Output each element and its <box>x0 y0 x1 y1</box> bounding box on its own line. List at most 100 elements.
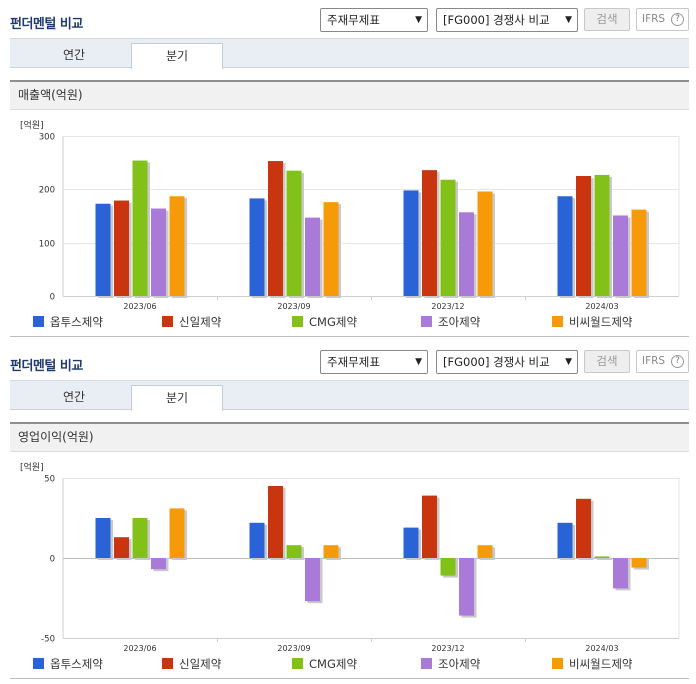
bar-비씨월드제약-2024/03 <box>631 209 647 296</box>
x-tick-label: 2023/12 <box>431 644 464 653</box>
bar-옵투스제약-2024/03 <box>557 522 573 558</box>
legend-swatch <box>292 658 303 669</box>
ifrs-button[interactable]: IFRS? <box>636 8 689 31</box>
x-tick-label: 2024/03 <box>585 302 618 311</box>
legend-label: 조아제약 <box>438 315 481 329</box>
bar-조아제약-2023/12 <box>459 212 474 296</box>
bar-CMG제약-2023/12 <box>440 558 456 576</box>
y-tick-label: 50 <box>44 475 55 485</box>
legend-swatch <box>421 316 432 327</box>
bar-옵투스제약-2023/09 <box>249 522 265 558</box>
divider <box>10 678 689 679</box>
search-button[interactable]: 검색 <box>584 8 630 31</box>
bar-조아제약-2023/09 <box>305 217 320 296</box>
x-tick-label: 2023/06 <box>123 302 156 311</box>
chevron-down-icon: ▼ <box>565 15 572 25</box>
bar-조아제약-2024/03 <box>613 558 628 589</box>
legend-swatch <box>162 658 173 669</box>
bar-CMG제약-2023/09 <box>286 170 302 296</box>
legend-label: 옵투스제약 <box>50 315 103 329</box>
ifrs-button[interactable]: IFRS? <box>636 350 689 373</box>
bar-CMG제약-2023/06 <box>132 160 148 296</box>
bar-비씨월드제약-2023/06 <box>169 196 185 296</box>
tab-quarterly[interactable]: 분기 <box>131 385 223 411</box>
bar-CMG제약-2023/12 <box>440 179 456 296</box>
bar-조아제약-2023/12 <box>459 558 474 616</box>
x-tick-label: 2023/09 <box>277 644 310 653</box>
tab-quarterly[interactable]: 분기 <box>131 43 223 69</box>
legend-swatch <box>33 658 44 669</box>
bar-CMG제약-2023/09 <box>286 545 302 558</box>
compare-select-value: [FG000] 경쟁사 비교 <box>443 355 550 369</box>
chart-title: 영업이익(억원) <box>10 422 689 452</box>
legend-label: CMG제약 <box>309 315 358 329</box>
fundamental-panel-revenue: 펀더멘털 비교 주재무제표 ▼ [FG000] 경쟁사 비교 ▼ 검색 IFRS? … <box>10 8 689 337</box>
legend-swatch <box>421 658 432 669</box>
fundamental-panel-operating-profit: 펀더멘털 비교 주재무제표 ▼ [FG000] 경쟁사 비교 ▼ 검색 IFRS? … <box>0 342 696 684</box>
legend-item[interactable]: 비씨월드제약 <box>552 656 632 672</box>
search-button[interactable]: 검색 <box>584 350 630 373</box>
legend-item[interactable]: 옵투스제약 <box>33 314 103 330</box>
legend-item[interactable]: CMG제약 <box>292 656 357 672</box>
bar-신일제약-2023/09 <box>268 161 283 296</box>
legend-item[interactable]: 조아제약 <box>421 656 480 672</box>
chevron-down-icon: ▼ <box>415 357 422 367</box>
y-unit-label: [억원] <box>20 463 44 473</box>
legend-label: 조아제약 <box>438 657 481 671</box>
y-tick-label: 200 <box>39 186 55 196</box>
legend-swatch <box>552 316 563 327</box>
bar-신일제약-2023/12 <box>422 495 437 558</box>
compare-select[interactable]: [FG000] 경쟁사 비교 ▼ <box>436 350 578 374</box>
statement-select[interactable]: 주재무제표 ▼ <box>320 8 428 32</box>
legend-item[interactable]: 비씨월드제약 <box>552 314 632 330</box>
bar-비씨월드제약-2023/06 <box>169 508 185 558</box>
y-tick-label: 300 <box>39 133 55 143</box>
tab-annual[interactable]: 연간 <box>62 390 86 404</box>
legend-item[interactable]: CMG제약 <box>292 314 357 330</box>
legend-swatch <box>162 316 173 327</box>
statement-select-value: 주재무제표 <box>327 355 380 369</box>
y-tick-label: -50 <box>41 635 55 645</box>
legend-item[interactable]: 신일제약 <box>162 656 221 672</box>
panel-title: 펀더멘털 비교 <box>10 359 83 374</box>
legend-item[interactable]: 옵투스제약 <box>33 656 103 672</box>
bar-옵투스제약-2023/06 <box>95 518 111 558</box>
legend-item[interactable]: 신일제약 <box>162 314 221 330</box>
chart-title: 매출액(억원) <box>10 80 689 110</box>
x-tick-label: 2023/09 <box>277 302 310 311</box>
bar-옵투스제약-2023/06 <box>95 203 111 296</box>
divider <box>10 336 689 337</box>
y-tick-label: 100 <box>39 240 55 250</box>
compare-select[interactable]: [FG000] 경쟁사 비교 ▼ <box>436 8 578 32</box>
x-tick-label: 2023/06 <box>123 644 156 653</box>
bar-조아제약-2023/06 <box>151 208 166 296</box>
bar-shadow <box>597 558 612 560</box>
bar-신일제약-2023/09 <box>268 486 283 558</box>
bar-CMG제약-2024/03 <box>594 556 610 558</box>
help-icon: ? <box>671 355 684 368</box>
bar-신일제약-2023/06 <box>114 200 129 296</box>
legend-item[interactable]: 조아제약 <box>421 314 480 330</box>
chevron-down-icon: ▼ <box>415 15 422 25</box>
bar-조아제약-2023/09 <box>305 558 320 602</box>
y-tick-label: 0 <box>50 293 55 303</box>
statement-select[interactable]: 주재무제표 ▼ <box>320 350 428 374</box>
bar-비씨월드제약-2023/09 <box>323 202 339 296</box>
revenue-bar-chart: 0 100 200 300 2023/06 2023/09 2023/12 2024/03 <box>39 133 680 311</box>
bar-CMG제약-2024/03 <box>594 174 610 296</box>
statement-select-value: 주재무제표 <box>327 13 380 27</box>
compare-select-value: [FG000] 경쟁사 비교 <box>443 13 550 27</box>
legend-label: 신일제약 <box>179 315 222 329</box>
legend-swatch <box>292 316 303 327</box>
bar-신일제약-2024/03 <box>576 176 591 296</box>
legend-label: 옵투스제약 <box>50 657 103 671</box>
chevron-down-icon: ▼ <box>565 357 572 367</box>
panel-title: 펀더멘털 비교 <box>10 17 83 32</box>
bar-옵투스제약-2024/03 <box>557 196 573 296</box>
bar-옵투스제약-2023/12 <box>403 527 419 558</box>
tab-annual[interactable]: 연간 <box>62 48 86 62</box>
legend-swatch <box>552 658 563 669</box>
bar-비씨월드제약-2023/12 <box>477 191 493 296</box>
legend-label: 신일제약 <box>179 657 222 671</box>
help-icon: ? <box>671 13 684 26</box>
